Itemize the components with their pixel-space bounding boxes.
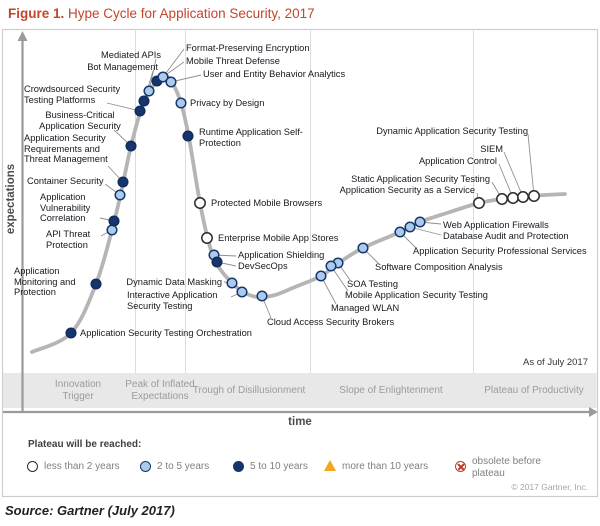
point-dot-mediated-apis	[143, 85, 155, 97]
point-label-managed-wlan: Managed WLAN	[331, 303, 400, 313]
point-label-crowdsourced-security-testing-platforms: Crowdsourced Security Testing Platforms	[24, 84, 121, 105]
leader-line-application-control	[498, 163, 514, 199]
point-dot-devsecops	[211, 256, 223, 268]
leader-line-format-preserving-encryption	[162, 48, 185, 78]
point-dot-application-security-testing-orchestration	[65, 327, 77, 339]
point-label-dynamic-data-masking: Dynamic Data Masking	[126, 277, 222, 287]
point-label-web-application-firewalls: Web Application Firewalls	[443, 220, 549, 230]
as-of-date: As of July 2017	[523, 357, 588, 368]
point-label-cloud-access-security-brokers: Cloud Access Security Brokers	[267, 317, 395, 327]
point-dot-business-critical-application-security	[125, 140, 137, 152]
point-label-bot-management: Bot Management	[87, 62, 158, 72]
point-label-application-shielding: Application Shielding	[238, 250, 325, 260]
legend-symbol-t510-icon	[233, 461, 244, 472]
point-dot-bot-management	[138, 95, 150, 107]
point-dot-api-threat-protection	[106, 224, 118, 236]
point-dot-application-vulnerability-correlation	[108, 215, 120, 227]
point-dot-database-audit-and-protection	[404, 221, 416, 233]
point-dot-mobile-application-security-testing	[325, 260, 337, 272]
point-label-mobile-application-security-testing: Mobile Application Security Testing	[345, 290, 488, 300]
point-dot-application-security-as-a-service	[473, 197, 485, 209]
point-dot-user-and-entity-behavior-analytics	[165, 76, 177, 88]
point-label-database-audit-and-protection: Database Audit and Protection	[443, 231, 569, 241]
point-dot-managed-wlan	[315, 270, 327, 282]
figure-border	[1, 28, 599, 498]
figure-title-text: Hype Cycle for Application Security, 201…	[64, 6, 315, 21]
point-label-application-control: Application Control	[418, 156, 497, 166]
x-axis-label: time	[288, 416, 312, 428]
point-dot-software-composition-analysis	[357, 242, 369, 254]
expectations-axis-arrow-icon	[17, 31, 28, 41]
leader-line-siem	[503, 151, 524, 198]
point-label-software-composition-analysis: Software Composition Analysis	[375, 262, 503, 272]
phase-label-slope-of-enlightenment: Slope of Enlightenment	[339, 384, 443, 396]
point-label-application-security-requirements-and-threat-management: Application Security Requirements and Th…	[24, 133, 108, 164]
point-label-siem: SIEM	[480, 144, 503, 154]
point-label-protected-mobile-browsers: Protected Mobile Browsers	[211, 198, 323, 208]
point-label-enterprise-mobile-app-stores: Enterprise Mobile App Stores	[218, 233, 339, 243]
phase-label-innovation-trigger: Innovation Trigger	[54, 378, 102, 402]
point-label-devsecops: DevSecOps	[238, 261, 288, 271]
point-label-application-security-testing-orchestration: Application Security Testing Orchestrati…	[80, 328, 252, 338]
legend-symbol-t25-icon	[140, 461, 151, 472]
copyright-notice: © 2017 Gartner, Inc.	[511, 482, 588, 492]
legend-symbol-lt2-icon	[27, 461, 38, 472]
point-label-privacy-by-design: Privacy by Design	[190, 98, 265, 108]
point-dot-application-security-requirements-and-threat-management	[117, 176, 129, 188]
figure-title: Figure 1. Hype Cycle for Application Sec…	[8, 6, 315, 21]
point-label-user-and-entity-behavior-analytics: User and Entity Behavior Analytics	[203, 69, 346, 79]
legend-label-obsolete-before-plateau: obsolete before plateau	[472, 456, 541, 479]
point-dot-protected-mobile-browsers	[194, 197, 206, 209]
phase-label-peak-of-inflated-expectations: Peak of Inflated Expectations	[125, 378, 195, 402]
point-dot-dynamic-application-security-testing	[528, 190, 540, 202]
time-axis-arrow-icon	[589, 407, 598, 417]
point-dot-runtime-application-self-protection	[182, 130, 194, 142]
legend-heading: Plateau will be reached:	[28, 439, 142, 450]
point-label-mobile-threat-defense: Mobile Threat Defense	[186, 56, 280, 66]
point-dot-interactive-application-security-testing	[236, 286, 248, 298]
point-label-static-application-security-testing: Static Application Security Testing	[351, 174, 490, 184]
point-label-application-security-professional-services: Application Security Professional Servic…	[413, 246, 587, 256]
point-dot-static-application-security-testing	[496, 193, 508, 205]
point-label-api-threat-protection: API Threat Protection	[46, 229, 91, 250]
legend-symbol-gt10-icon	[324, 460, 336, 471]
source-line: Source: Gartner (July 2017)	[5, 503, 175, 518]
phase-label-plateau-of-productivity: Plateau of Productivity	[484, 384, 584, 396]
point-dot-privacy-by-design	[175, 97, 187, 109]
point-label-business-critical-application-security: Business-Critical Application Security	[39, 110, 121, 131]
phase-band	[3, 373, 597, 408]
legend-label-more-than-10-years: more than 10 years	[342, 461, 429, 472]
legend-label-5-to-10-years: 5 to 10 years	[250, 461, 308, 472]
point-label-format-preserving-encryption: Format-Preserving Encryption	[186, 43, 310, 53]
point-dot-siem	[517, 191, 529, 203]
figure-number: Figure 1.	[8, 6, 65, 21]
legend-label-less-than-2-years: less than 2 years	[44, 461, 120, 472]
point-label-runtime-application-self-protection: Runtime Application Self-Protection	[199, 127, 303, 148]
point-dot-application-monitoring-and-protection	[90, 278, 102, 290]
point-dot-container-security	[114, 189, 126, 201]
point-label-mediated-apis: Mediated APIs	[101, 50, 161, 60]
point-label-container-security: Container Security	[27, 176, 104, 186]
point-label-interactive-application-security-testing: Interactive Application Security Testing	[127, 290, 218, 311]
point-label-soa-testing: SOA Testing	[347, 279, 398, 289]
point-label-application-monitoring-and-protection: Application Monitoring and Protection	[14, 266, 76, 297]
point-dot-crowdsourced-security-testing-platforms	[134, 105, 146, 117]
point-label-application-vulnerability-correlation: Application Vulnerability Correlation	[40, 192, 91, 223]
point-dot-cloud-access-security-brokers	[256, 290, 268, 302]
point-dot-enterprise-mobile-app-stores	[201, 232, 213, 244]
legend-symbol-obsolete-icon	[455, 461, 466, 472]
point-dot-dynamic-data-masking	[226, 277, 238, 289]
point-label-dynamic-application-security-testing: Dynamic Application Security Testing	[376, 126, 528, 136]
point-label-application-security-as-a-service: Application Security as a Service	[339, 185, 475, 195]
point-dot-format-preserving-encryption	[157, 71, 169, 83]
legend-label-2-to-5-years: 2 to 5 years	[157, 461, 210, 472]
point-dot-web-application-firewalls	[414, 216, 426, 228]
leader-line-dynamic-application-security-testing	[527, 133, 535, 197]
phase-label-trough-of-disillusionment: Trough of Disillusionment	[192, 384, 306, 396]
leader-line-crowdsourced-security-testing-platforms	[106, 102, 141, 112]
point-dot-application-control	[507, 192, 519, 204]
point-dot-application-security-professional-services	[394, 226, 406, 238]
